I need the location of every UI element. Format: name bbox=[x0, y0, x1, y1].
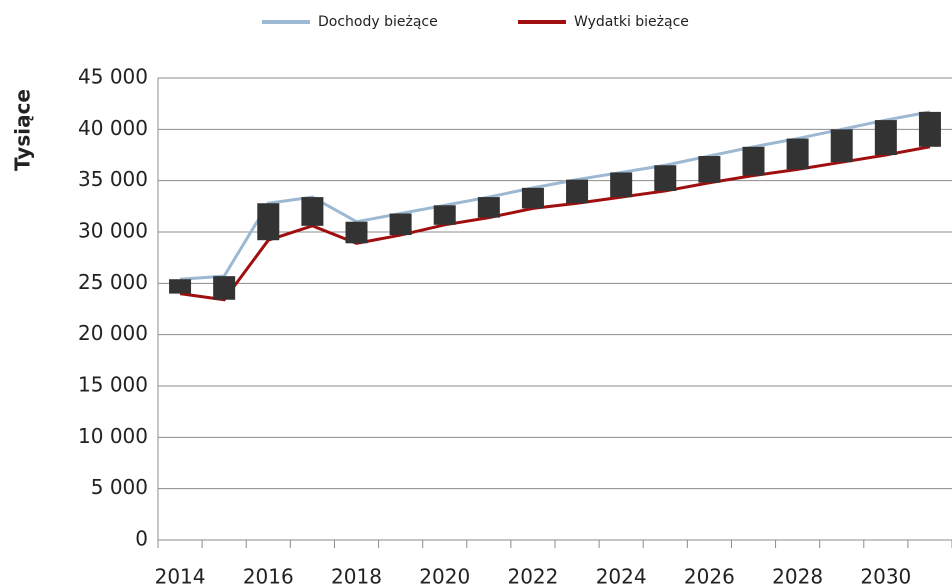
up-down-bar bbox=[433, 205, 456, 225]
up-down-bar bbox=[345, 221, 368, 244]
up-down-bar bbox=[169, 279, 192, 294]
y-tick-label: 10 000 bbox=[78, 424, 148, 448]
up-down-bar bbox=[654, 165, 677, 191]
legend-label: Wydatki bieżące bbox=[574, 14, 689, 30]
series-line bbox=[179, 110, 931, 281]
up-down-bar bbox=[389, 213, 412, 236]
up-down-bar bbox=[742, 146, 765, 176]
up-down-bar bbox=[301, 197, 324, 226]
up-down-bar bbox=[830, 129, 853, 163]
up-down-bar bbox=[521, 187, 544, 209]
x-tick-label: 2026 bbox=[684, 565, 735, 588]
up-down-bar bbox=[698, 156, 721, 183]
x-tick-label: 2020 bbox=[419, 565, 470, 588]
y-tick-label: 20 000 bbox=[78, 321, 148, 345]
series-line bbox=[179, 145, 931, 302]
x-tick-label: 2014 bbox=[155, 565, 206, 588]
legend-label: Dochody bieżące bbox=[318, 14, 438, 30]
up-down-bar bbox=[213, 276, 236, 300]
up-down-bar bbox=[257, 203, 280, 241]
up-down-bar bbox=[477, 197, 500, 218]
up-down-bar bbox=[918, 111, 941, 147]
x-tick-label: 2028 bbox=[772, 565, 823, 588]
y-tick-label: 35 000 bbox=[78, 167, 148, 191]
x-tick-label: 2016 bbox=[243, 565, 294, 588]
y-tick-label: 0 bbox=[135, 527, 148, 551]
up-down-bar bbox=[786, 138, 809, 170]
y-tick-label: 30 000 bbox=[78, 219, 148, 243]
y-tick-label: 25 000 bbox=[78, 270, 148, 294]
up-down-bar bbox=[566, 179, 589, 204]
x-tick-label: 2030 bbox=[860, 565, 911, 588]
y-tick-label: 15 000 bbox=[78, 373, 148, 397]
x-tick-label: 2018 bbox=[331, 565, 382, 588]
up-down-bar bbox=[874, 120, 897, 155]
y-tick-label: 45 000 bbox=[78, 65, 148, 89]
x-tick-label: 2022 bbox=[507, 565, 558, 588]
y-tick-label: 5 000 bbox=[91, 475, 148, 499]
y-tick-label: 40 000 bbox=[78, 116, 148, 140]
x-tick-label: 2024 bbox=[596, 565, 647, 588]
y-axis-title: Tysiące bbox=[11, 89, 35, 171]
up-down-bar bbox=[610, 172, 633, 198]
